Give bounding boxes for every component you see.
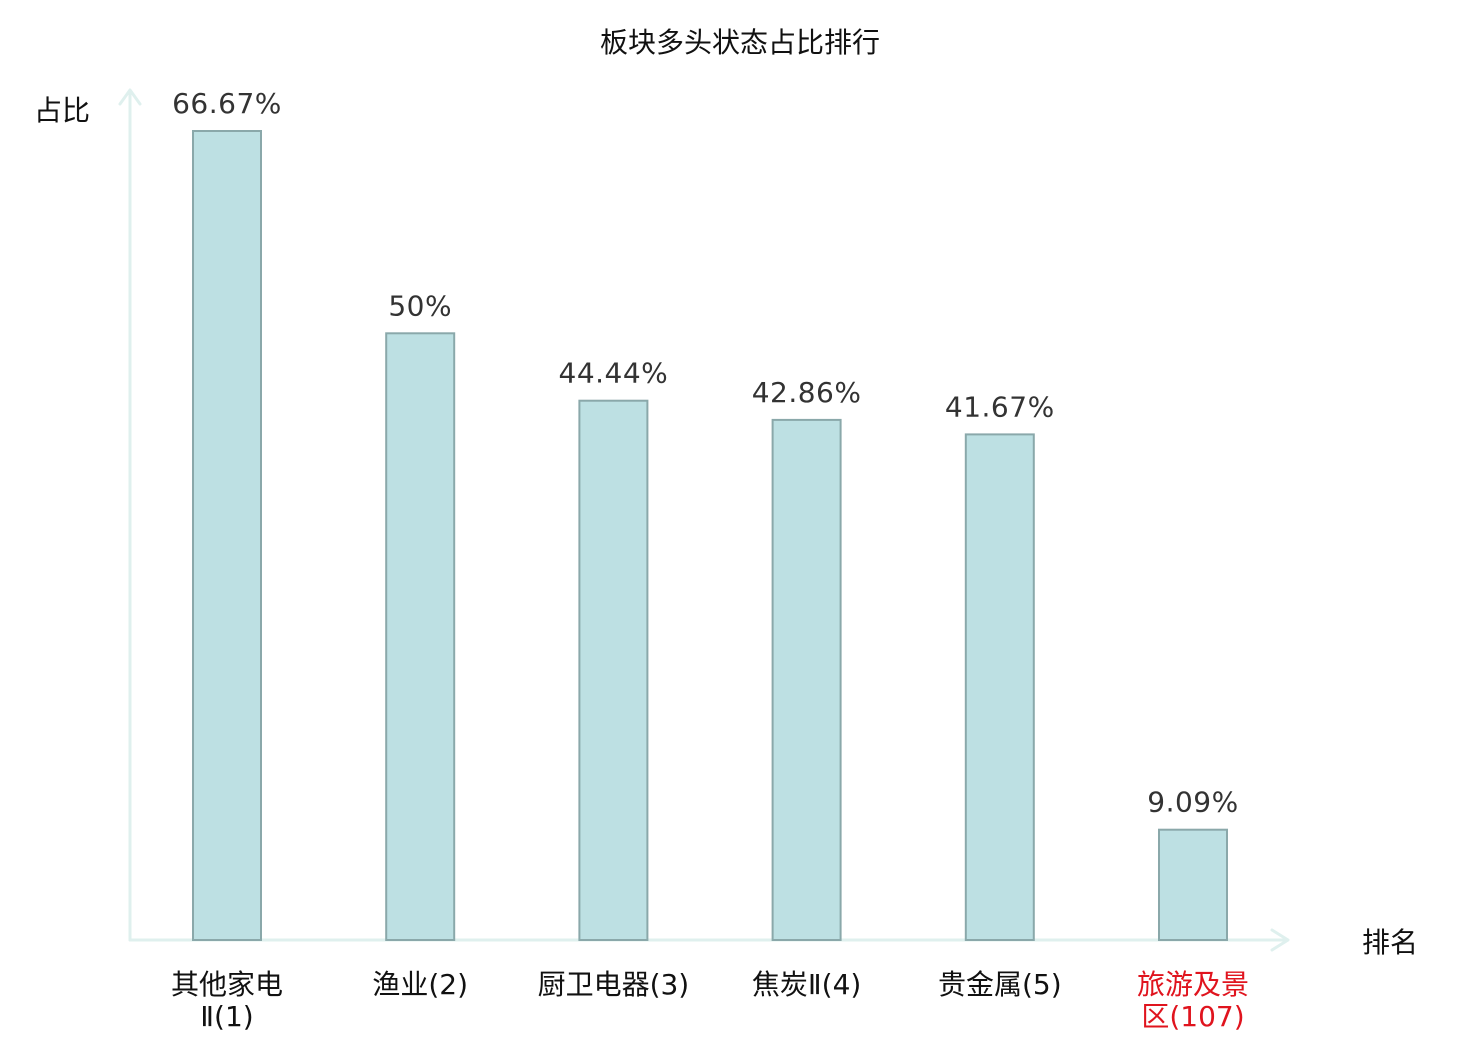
category-label-3: 厨卫电器(3) bbox=[538, 968, 690, 1001]
value-labels: 66.67% 50% 44.44% 42.86% 41.67% 9.09% bbox=[172, 87, 1238, 819]
axes bbox=[118, 88, 1290, 952]
bar-5 bbox=[964, 433, 1035, 941]
y-axis-arrow bbox=[118, 88, 142, 106]
bar-2 bbox=[385, 332, 456, 941]
x-axis-label: 排名 bbox=[1362, 926, 1418, 959]
category-label-2: 渔业(2) bbox=[372, 968, 468, 1001]
value-label-4: 42.86% bbox=[752, 376, 862, 409]
value-label-5: 41.67% bbox=[945, 390, 1055, 423]
value-label-2: 50% bbox=[388, 289, 452, 322]
bar-6 bbox=[1158, 828, 1228, 942]
y-axis-label: 占比 bbox=[34, 94, 90, 127]
bar-4 bbox=[771, 418, 842, 941]
bar-1 bbox=[192, 130, 262, 941]
value-label-1: 66.67% bbox=[172, 87, 282, 120]
value-label-6: 9.09% bbox=[1147, 786, 1238, 819]
chart-title: 板块多头状态占比排行 bbox=[600, 26, 880, 59]
category-label-6: 旅游及景 bbox=[1137, 968, 1249, 1001]
category-label-6-line2: 区(107) bbox=[1141, 1000, 1244, 1033]
category-label-1-line2: Ⅱ(1) bbox=[200, 1000, 253, 1033]
bars bbox=[192, 130, 1228, 942]
value-label-3: 44.44% bbox=[559, 357, 669, 390]
x-axis-arrow bbox=[1270, 928, 1290, 952]
category-label-5: 贵金属(5) bbox=[938, 968, 1062, 1001]
bar-3 bbox=[578, 399, 649, 941]
category-label-4: 焦炭Ⅱ(4) bbox=[752, 968, 861, 1001]
category-label-1: 其他家电 bbox=[171, 968, 283, 1001]
